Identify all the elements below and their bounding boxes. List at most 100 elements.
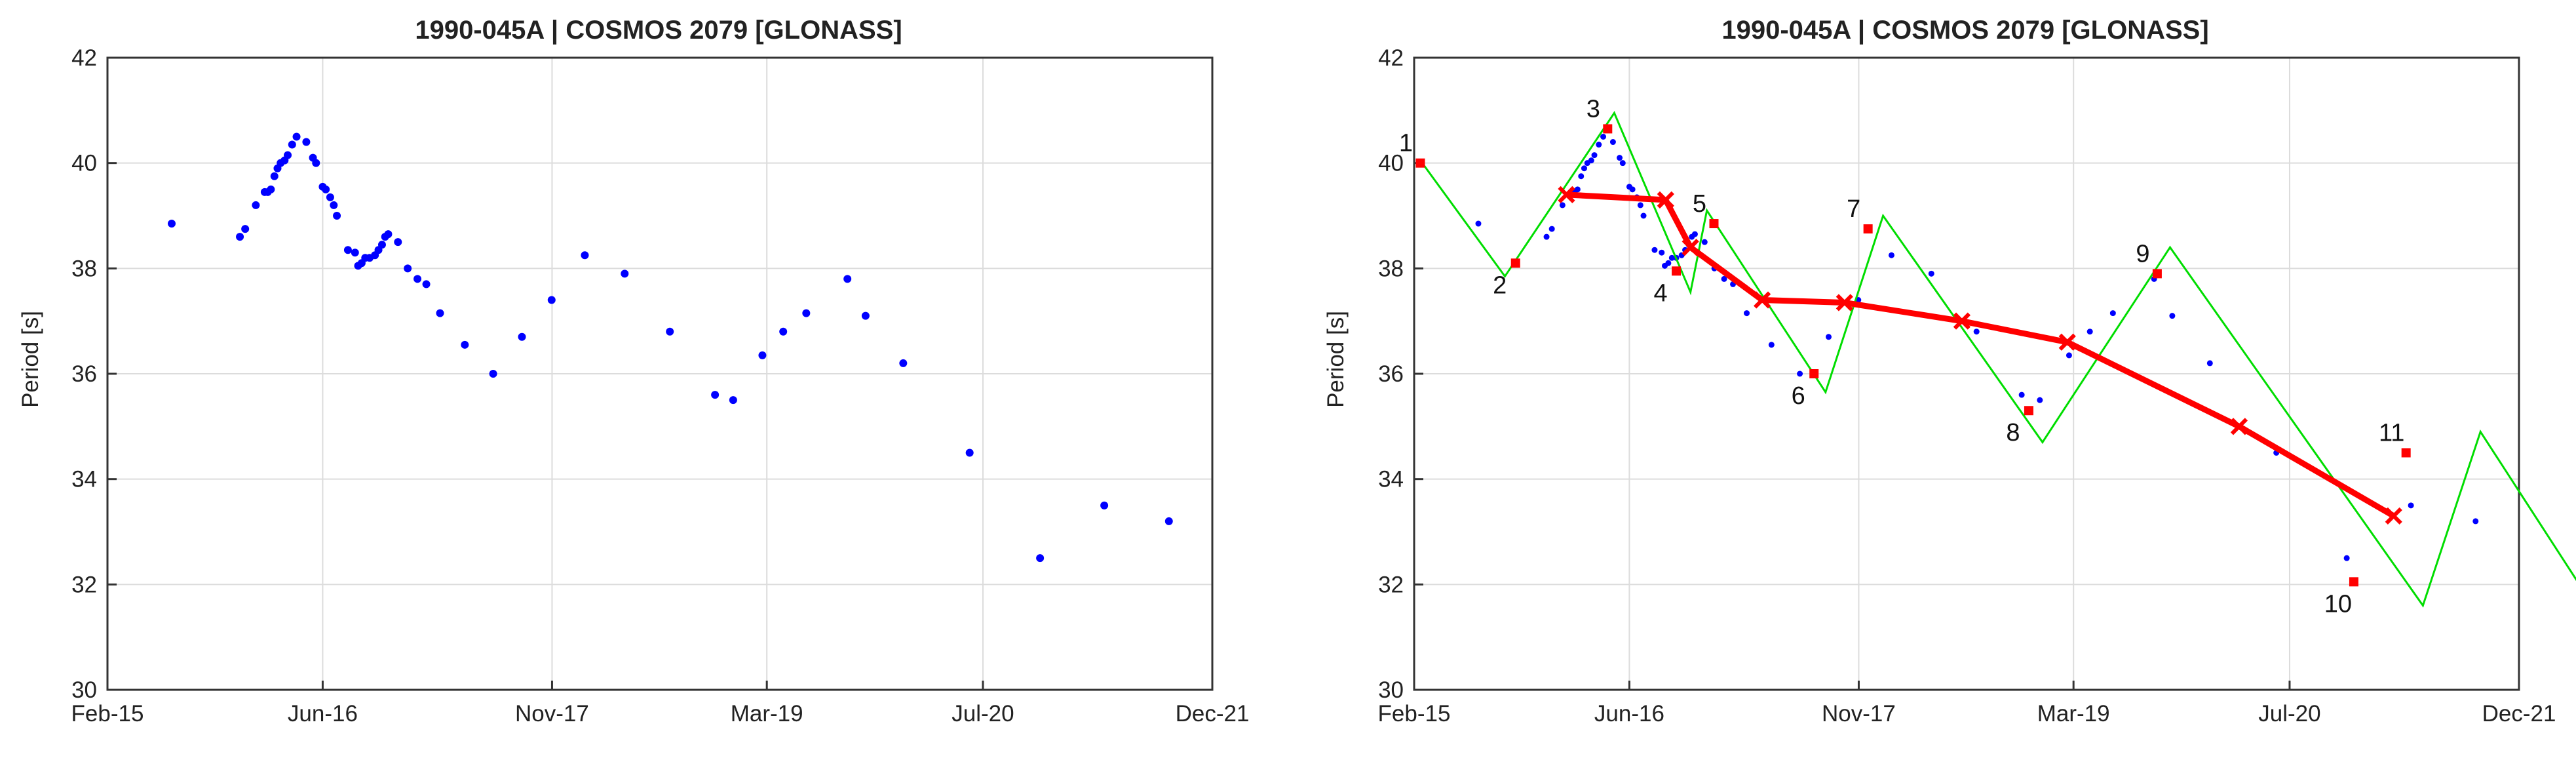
- data-point: [1659, 249, 1665, 256]
- data-point: [843, 275, 852, 283]
- x-tick-label: Jun-16: [288, 701, 358, 727]
- data-point: [1640, 212, 1647, 219]
- data-point: [1888, 252, 1894, 258]
- data-point: [422, 280, 431, 289]
- data-point: [2066, 352, 2072, 359]
- trend-point-marker: [1558, 186, 1575, 203]
- y-tick-label: 30: [1378, 677, 1404, 703]
- data-point: [1701, 239, 1708, 245]
- y-tick-label: 42: [1378, 45, 1404, 71]
- data-point: [351, 249, 359, 257]
- turning-point-label: 9: [2136, 240, 2149, 268]
- data-point: [1559, 202, 1566, 209]
- trend-point-marker: [1657, 191, 1674, 209]
- y-tick-label: 40: [71, 151, 97, 176]
- x-tick-label: Dec-21: [1176, 701, 1250, 727]
- turning-point-marker: [2349, 577, 2358, 587]
- data-point: [1768, 342, 1775, 348]
- trend-point-marker: [2385, 507, 2402, 525]
- data-point: [2086, 329, 2093, 335]
- data-point: [333, 212, 341, 220]
- data-point: [1928, 270, 1934, 277]
- data-point: [758, 351, 767, 359]
- trend-point-marker: [1953, 312, 1971, 330]
- data-point: [343, 246, 352, 254]
- turning-point-label: 10: [2324, 590, 2352, 618]
- data-point: [252, 201, 260, 209]
- turning-point-marker: [2152, 269, 2162, 279]
- turning-point-label: 7: [1847, 195, 1860, 223]
- data-point: [518, 332, 526, 341]
- trend-marker-stroke: [2385, 507, 2402, 525]
- turning-point-label: 8: [2006, 419, 2020, 447]
- data-point: [167, 220, 176, 228]
- data-point: [965, 449, 974, 457]
- trend-marker-stroke: [1836, 294, 1853, 311]
- x-tick-label: Feb-15: [1378, 701, 1451, 727]
- data-point: [1743, 310, 1750, 317]
- trend-point-marker: [1754, 291, 1771, 309]
- data-point: [861, 311, 870, 320]
- data-point: [1629, 186, 1636, 193]
- left-scatter-chart: 1990-045A | COSMOS 2079 [GLONASS] Period…: [18, 16, 1249, 727]
- chart-title: 1990-045A | COSMOS 2079 [GLONASS]: [1721, 16, 2208, 45]
- data-point: [711, 391, 720, 399]
- turning-point-marker: [2024, 406, 2033, 416]
- data-point: [404, 264, 412, 273]
- data-point: [1651, 247, 1658, 253]
- data-point: [621, 269, 629, 278]
- y-tick-label: 38: [1378, 256, 1404, 281]
- data-point: [581, 251, 589, 260]
- data-point: [267, 185, 275, 193]
- data-point: [802, 309, 811, 317]
- data-point: [2472, 518, 2479, 525]
- data-point: [1973, 329, 1980, 335]
- y-tick-label: 34: [1378, 467, 1404, 492]
- y-tick-label: 30: [71, 677, 97, 703]
- data-point: [1581, 165, 1587, 172]
- data-point: [1637, 202, 1644, 209]
- data-point: [2109, 310, 2116, 317]
- data-point: [1600, 134, 1607, 140]
- trend-marker-stroke: [1682, 239, 1699, 256]
- data-point: [1609, 139, 1616, 146]
- turning-point-marker: [1709, 219, 1719, 229]
- data-point: [547, 296, 556, 304]
- data-point: [1164, 517, 1173, 525]
- data-point: [330, 201, 338, 209]
- trend-line: [1566, 191, 2396, 519]
- trend-marker-stroke: [2058, 333, 2076, 351]
- turning-point-label: 5: [1693, 190, 1706, 218]
- y-tick-label: 36: [1378, 361, 1404, 387]
- data-point: [1596, 142, 1602, 148]
- data-point: [1475, 220, 1482, 227]
- data-point: [2037, 397, 2043, 403]
- y-tick-label: 40: [1378, 151, 1404, 176]
- data-point: [1668, 254, 1675, 261]
- x-tick-label: Jul-20: [952, 701, 1014, 727]
- data-point: [489, 370, 497, 378]
- data-point: [1619, 160, 1626, 167]
- data-point: [1691, 231, 1698, 237]
- data-point: [284, 151, 292, 159]
- data-point: [1617, 155, 1623, 161]
- data-point: [2169, 313, 2176, 319]
- data-point: [1543, 233, 1550, 240]
- data-point: [779, 327, 788, 336]
- turning-point-label: 2: [1493, 271, 1507, 299]
- trend-marker-stroke: [1953, 312, 1971, 330]
- data-point: [1578, 173, 1585, 180]
- x-tick-label: Jun-16: [1594, 701, 1664, 727]
- trend-point-marker: [2058, 333, 2076, 351]
- data-point: [302, 138, 311, 146]
- trend-marker-stroke: [2230, 418, 2248, 435]
- turning-point-label: 3: [1586, 95, 1600, 123]
- fit-segment-line: [1419, 111, 2576, 608]
- y-tick-label: 42: [71, 45, 97, 71]
- data-point: [288, 140, 296, 149]
- y-tick-label: 38: [71, 256, 97, 281]
- y-tick-label: 36: [71, 361, 97, 387]
- right-analysis-chart: 1990-045A | COSMOS 2079 [GLONASS] Period…: [1323, 16, 2576, 727]
- turning-point-label: 4: [1653, 279, 1667, 307]
